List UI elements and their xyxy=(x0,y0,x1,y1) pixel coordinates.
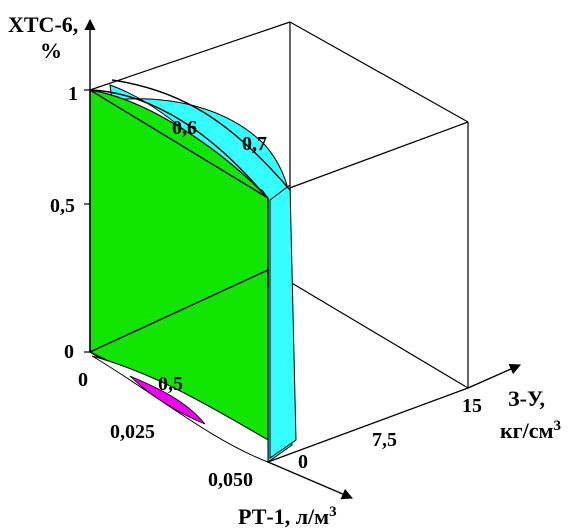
vertical-axis-label-line2: % xyxy=(40,38,62,63)
vertical-tick-05: 0,5 xyxy=(50,195,75,217)
contour-label-06: 0,6 xyxy=(172,117,197,139)
magenta-patch xyxy=(129,375,206,425)
vertical-axis-label-line1: ХТС-6, xyxy=(8,12,78,37)
front-tick-0050: 0,050 xyxy=(208,469,253,491)
front-tick-0025: 0,025 xyxy=(110,421,155,443)
right-tick-15: 15 xyxy=(462,395,482,417)
right-axis-label-line1: З-У, xyxy=(508,386,545,411)
axis-arrows xyxy=(84,18,522,500)
vertical-tick-0: 0 xyxy=(64,341,74,363)
vertical-ticks xyxy=(84,89,90,353)
contour-label-07: 0,7 xyxy=(242,133,267,155)
front-axis-label: РТ-1, л/м3 xyxy=(238,504,337,529)
right-tick-75: 7,5 xyxy=(372,429,397,451)
vertical-tick-1: 1 xyxy=(68,83,78,105)
cyan-surface-strip xyxy=(269,184,297,459)
front-tick-0: 0 xyxy=(78,369,88,391)
right-tick-0: 0 xyxy=(298,451,308,473)
contour-label-05: 0,5 xyxy=(158,373,183,395)
right-axis-label-line2: кг/см3 xyxy=(500,418,561,443)
